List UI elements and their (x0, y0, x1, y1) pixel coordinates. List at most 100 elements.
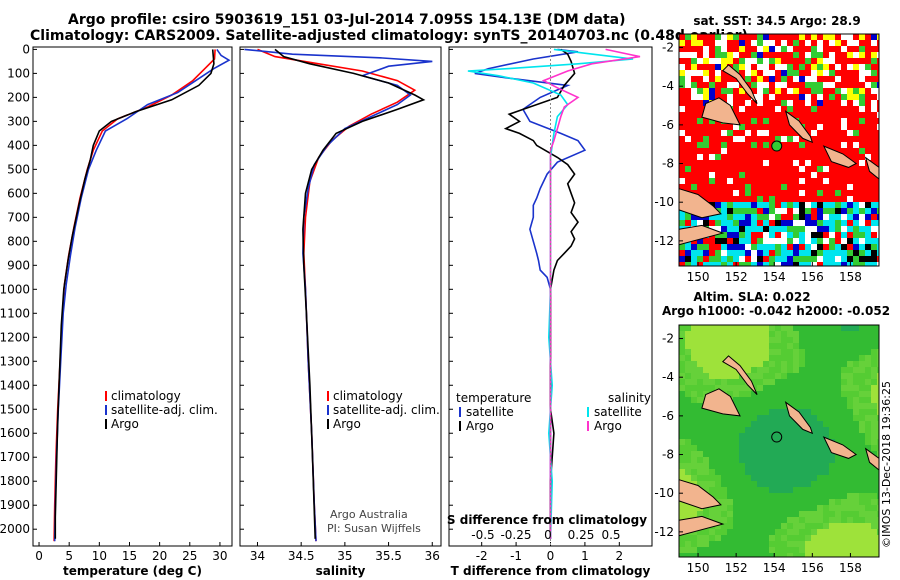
map-sla-cell (775, 445, 781, 451)
map-sla-cell (685, 511, 691, 517)
map-sst-cell (703, 178, 709, 184)
map-sla-cell (751, 373, 757, 379)
map-sst-cell (847, 40, 853, 46)
map-sst-cell (769, 40, 775, 46)
map-sst-cell (799, 52, 805, 58)
map-sst-cell (817, 172, 823, 178)
map-sla-cell (877, 547, 879, 553)
map-sla-cell (793, 385, 799, 391)
map-sst-cell (877, 154, 879, 160)
map-sst-cell (865, 100, 871, 106)
map-sla-cell (763, 475, 769, 481)
map-sla-cell (691, 409, 697, 415)
map-sst-cell (859, 112, 865, 118)
map-sst-cell (871, 220, 877, 226)
map-sst-cell (727, 52, 733, 58)
map-sst-cell (781, 178, 787, 184)
map-sst-cell (793, 100, 799, 106)
map-sla-cell (727, 349, 733, 355)
map-sla-cell (847, 433, 853, 439)
map-sla-cell (769, 523, 775, 529)
map-sla-cell (823, 361, 829, 367)
map-sst-cell (775, 118, 781, 124)
map-sst-cell (745, 40, 751, 46)
map-sla-cell (751, 433, 757, 439)
map-sla-cell (775, 385, 781, 391)
map-sst-cell (691, 178, 697, 184)
map-sla-cell (877, 451, 879, 457)
map-sla-cell (739, 433, 745, 439)
map-sla-cell (745, 487, 751, 493)
map-sla-cell (739, 349, 745, 355)
map-sst-cell (685, 124, 691, 130)
map-sla-cell (871, 409, 877, 415)
map-sla-cell (733, 343, 739, 349)
map-sla-cell (739, 535, 745, 541)
map-sla-cell (865, 409, 871, 415)
map-sst-cell (799, 196, 805, 202)
map-sst-cell (859, 124, 865, 130)
map-sla-cell (847, 529, 853, 535)
map-sst-cell (799, 256, 805, 262)
map-sla-cell (871, 451, 877, 457)
map-sst-cell (757, 160, 763, 166)
map-sst-cell (811, 250, 817, 256)
map-sst-cell (781, 202, 787, 208)
map-sst-cell (715, 130, 721, 136)
map-sla-cell (817, 409, 823, 415)
map-sst-cell (829, 232, 835, 238)
map-sst-cell (847, 244, 853, 250)
map-sla-cell (769, 517, 775, 523)
map-sst-cell (679, 136, 685, 142)
depth-tick-label: 300 (7, 114, 30, 128)
map-sst-cell (829, 244, 835, 250)
map-sst-cell (727, 256, 733, 262)
map-sst-xtick-label: 154 (763, 270, 786, 284)
map-sst-cell (721, 76, 727, 82)
map-sla-cell (781, 553, 787, 557)
map-sst-cell (691, 112, 697, 118)
map-sst-cell (805, 100, 811, 106)
map-sst-cell (751, 100, 757, 106)
map-sst-cell (775, 196, 781, 202)
map-sla-cell (685, 469, 691, 475)
map-sla-cell (721, 343, 727, 349)
difference-top-tick-label: -0.25 (500, 528, 531, 542)
map-sst-cell (823, 190, 829, 196)
map-sst-cell (781, 232, 787, 238)
map-sst-cell (751, 202, 757, 208)
map-sla-cell (829, 379, 835, 385)
map-sst-cell (703, 196, 709, 202)
map-sst-cell (865, 130, 871, 136)
map-sla-cell (703, 421, 709, 427)
map-sst-cell (859, 70, 865, 76)
map-sla-cell (781, 523, 787, 529)
map-sla-cell (721, 487, 727, 493)
map-sst-cell (871, 214, 877, 220)
map-sst-cell (709, 166, 715, 172)
map-sla-cell (697, 553, 703, 557)
map-sst-cell (853, 238, 859, 244)
map-sla-cell (679, 379, 685, 385)
map-sla-cell (853, 391, 859, 397)
map-sla-cell (679, 553, 685, 557)
map-sla-cell (859, 469, 865, 475)
map-sla-cell (865, 403, 871, 409)
map-sla-cell (841, 355, 847, 361)
map-sla-cell (805, 415, 811, 421)
map-sla-cell (685, 553, 691, 557)
map-sst-cell (793, 220, 799, 226)
map-sla-cell (859, 409, 865, 415)
map-sla-cell (841, 475, 847, 481)
map-sst-cell (847, 220, 853, 226)
map-sla-cell (733, 481, 739, 487)
map-sla-cell (769, 439, 775, 445)
map-sla-cell (781, 409, 787, 415)
map-sst-cell (823, 256, 829, 262)
map-sla-cell (745, 499, 751, 505)
map-sla-cell (733, 451, 739, 457)
map-sst-cell (853, 190, 859, 196)
map-sla-cell (865, 511, 871, 517)
map-sla-cell (685, 457, 691, 463)
map-sst-cell (709, 196, 715, 202)
